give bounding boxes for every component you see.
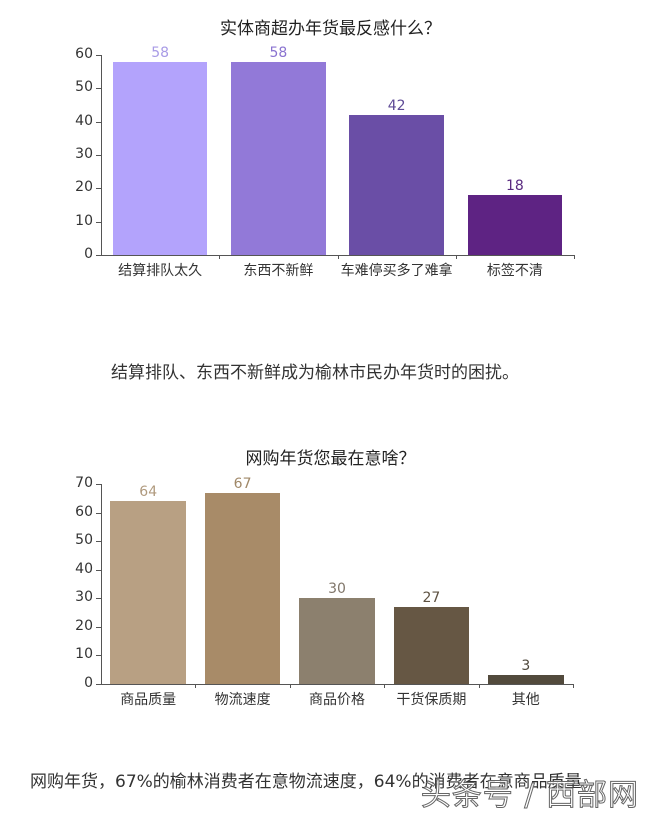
- y-tick: [96, 512, 101, 514]
- y-tick: [96, 626, 101, 628]
- y-tick: [96, 569, 101, 571]
- x-tick: [455, 255, 457, 259]
- x-category-label: 干货保质期: [396, 692, 467, 708]
- chart-title: 网购年货您最在意啥？: [245, 449, 416, 469]
- y-tick: [96, 221, 101, 223]
- x-category-label: 商品价格: [308, 692, 365, 708]
- bar-value-label: 3: [521, 658, 531, 675]
- x-category-label: 商品质量: [120, 692, 177, 708]
- x-category-label: 车难停买多了难拿: [340, 263, 453, 279]
- plot-area: 0 10 20 30 40 50 60 70 64 商品质量 67 物流速度 30 商品价格 27 干货保质期…: [75, 475, 574, 708]
- y-tick: [96, 188, 101, 190]
- bar-2: [349, 115, 444, 255]
- y-tick: [96, 88, 101, 90]
- chart-physical-stores: 实体商超办年货最反感什么？ 0 10 20 30 40 50 60 58 结算排队太久 58 东西不…: [0, 0, 661, 290]
- y-tick-label: 10: [75, 646, 93, 663]
- bar-value-label: 27: [422, 589, 441, 606]
- bar-1: [204, 492, 281, 684]
- y-tick: [96, 655, 101, 657]
- caption-chart2: 网购年货，67%的榆林消费者在意物流速度，64%的消费者在意商品质量。: [30, 772, 599, 792]
- watermark: 头条号 / 西部网: [420, 778, 639, 814]
- x-category-label: 结算排队太久: [118, 263, 203, 279]
- y-tick-label: 60: [75, 46, 93, 62]
- x-category-label: 东西不新鲜: [243, 263, 314, 279]
- y-tick-label: 30: [75, 589, 93, 606]
- y-tick: [96, 684, 101, 685]
- y-tick: [96, 541, 101, 543]
- plot-area: 0 10 20 30 40 50 60 58 结算排队太久 58 东西不新鲜 42 车难停买多了难拿 18…: [0, 0, 661, 290]
- x-axis: [96, 255, 574, 256]
- bar-value-label: 18: [505, 178, 524, 194]
- x-tick: [478, 684, 480, 688]
- y-tick-label: 20: [75, 617, 93, 634]
- y-tick: [96, 255, 101, 256]
- bar-1: [231, 61, 326, 255]
- y-tick-label: 20: [75, 179, 93, 196]
- bar-4: [488, 675, 564, 684]
- y-axis: [101, 484, 102, 684]
- y-tick-label: 40: [75, 560, 93, 577]
- x-category-label: 物流速度: [214, 692, 271, 708]
- chart-online-shopping: 网购年货您最在意啥？ 0 10 20 30 40 50 60 70 64 商品质量 67 物流速度 30…: [75, 449, 574, 708]
- y-tick: [96, 598, 101, 600]
- x-tick: [195, 684, 197, 688]
- x-tick: [337, 255, 339, 259]
- bar-3: [393, 606, 470, 684]
- x-tick: [219, 255, 221, 259]
- y-tick-label: 0: [84, 246, 93, 262]
- bar-0: [112, 61, 208, 255]
- x-category-label: 其他: [511, 692, 540, 708]
- y-tick-label: 40: [75, 112, 93, 129]
- x-tick: [573, 684, 574, 688]
- y-tick: [96, 121, 101, 123]
- bar-0: [110, 501, 186, 684]
- bar-2: [299, 598, 375, 684]
- y-tick: [96, 484, 101, 485]
- y-tick-label: 50: [75, 532, 93, 549]
- x-tick: [384, 684, 386, 688]
- x-axis: [96, 684, 573, 685]
- bar-value-label: 42: [387, 98, 406, 114]
- x-tick: [289, 684, 291, 688]
- y-tick-label: 50: [75, 79, 93, 96]
- y-tick-label: 70: [75, 475, 93, 491]
- chart-title: 实体商超办年货最反感什么？: [220, 19, 441, 39]
- bar-3: [467, 195, 563, 255]
- x-category-label: 标签不清: [486, 263, 543, 279]
- bar-value-label: 58: [269, 44, 288, 61]
- y-tick: [96, 55, 101, 56]
- bar-value-label: 58: [151, 44, 170, 61]
- y-axis: [101, 55, 102, 255]
- y-tick-label: 60: [75, 503, 93, 520]
- bar-value-label: 67: [233, 475, 252, 492]
- y-tick-label: 30: [75, 146, 93, 162]
- x-tick: [574, 255, 575, 259]
- bar-value-label: 64: [139, 484, 158, 501]
- y-tick-label: 10: [75, 212, 93, 229]
- y-tick-label: 0: [84, 675, 93, 691]
- caption-chart1: 结算排队、东西不新鲜成为榆林市民办年货时的困扰。: [111, 363, 519, 383]
- bar-value-label: 30: [328, 581, 346, 598]
- y-tick: [96, 155, 101, 156]
